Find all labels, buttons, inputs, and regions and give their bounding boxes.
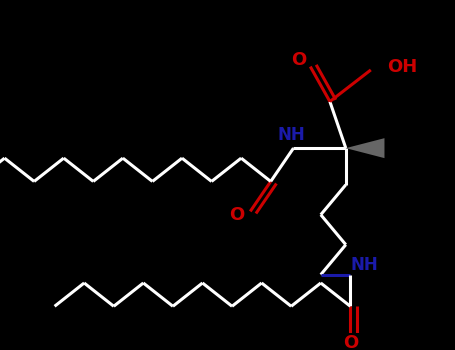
Text: NH: NH (278, 126, 305, 144)
Text: O: O (343, 334, 358, 350)
Text: OH: OH (387, 58, 417, 76)
Polygon shape (346, 138, 384, 158)
Text: NH: NH (350, 256, 378, 274)
Text: O: O (229, 206, 244, 224)
Text: O: O (291, 51, 307, 69)
